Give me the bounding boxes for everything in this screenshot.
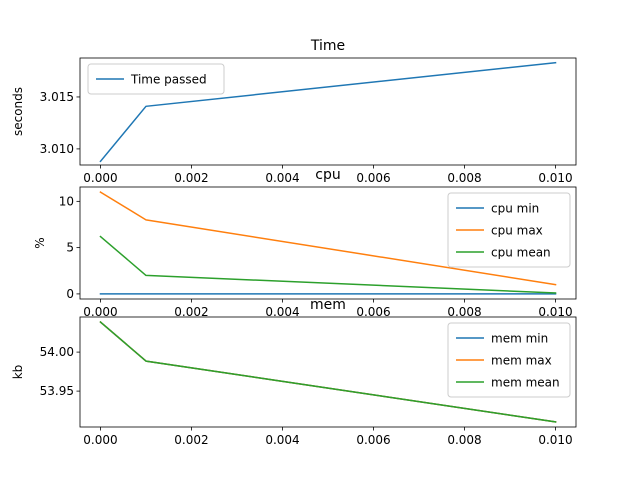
subplot-title: cpu: [315, 167, 340, 183]
x-tick-label: 0.010: [538, 305, 572, 319]
subplot-time: 0.000 0.002 0.004 0.006 0.008 0.010 3.010 3.015…: [11, 38, 577, 185]
x-tick-label: 0.010: [538, 433, 572, 447]
x-tick-label: 0.006: [356, 305, 390, 319]
legend-label: mem mean: [491, 376, 560, 390]
subplot-title: mem: [310, 297, 346, 313]
axes-frame: [79, 186, 577, 300]
series-line-Time-passed: [99, 61, 557, 163]
series-line-cpu-max: [99, 191, 557, 286]
legend-label: cpu mean: [491, 246, 551, 260]
x-tick-label: 0.004: [265, 305, 299, 319]
x-tick-label: 0.002: [174, 433, 208, 447]
x-tick-label: 0.006: [356, 171, 390, 185]
y-tick-label: 3.015: [40, 90, 74, 104]
x-tick-label: 0.002: [174, 171, 208, 185]
y-tick-label: 53.95: [40, 384, 74, 398]
y-axis-label: %: [33, 237, 47, 248]
x-tick-label: 0.000: [83, 171, 117, 185]
legend: Time passed: [87, 63, 225, 95]
y-tick-label: 5: [66, 241, 74, 255]
subplot-title: Time: [310, 38, 345, 54]
subplot-cpu: 0.000 0.002 0.004 0.006 0.008 0.010 0 5 10 cpu% cp…: [33, 167, 577, 319]
x-tick-label: 0.008: [447, 171, 481, 185]
legend-label: mem max: [491, 354, 552, 368]
y-tick-label: 54.00: [40, 345, 74, 359]
axes-frame: [79, 57, 577, 166]
y-tick-label: 3.010: [40, 142, 74, 156]
x-tick-label: 0.004: [265, 171, 299, 185]
legend-frame: [87, 63, 225, 95]
x-tick-label: 0.004: [265, 433, 299, 447]
x-tick-label: 0.000: [83, 305, 117, 319]
series-line-mem-mean: [99, 321, 557, 423]
x-tick-label: 0.010: [538, 171, 572, 185]
y-tick-label: 10: [59, 194, 74, 208]
subplot-mem: 0.000 0.002 0.004 0.006 0.008 0.010 53.95 54.00…: [11, 297, 577, 447]
legend: mem min mem max mem mean: [447, 322, 571, 398]
legend-label: cpu min: [491, 202, 539, 216]
axes-frame: [79, 316, 577, 428]
x-tick-label: 0.002: [174, 305, 208, 319]
y-axis-label: seconds: [11, 87, 25, 136]
x-tick-label: 0.008: [447, 305, 481, 319]
legend-label: mem min: [491, 332, 548, 346]
x-tick-label: 0.008: [447, 433, 481, 447]
x-tick-label: 0.000: [83, 433, 117, 447]
legend-label: Time passed: [130, 73, 207, 87]
legend-frame: [447, 192, 571, 268]
legend: cpu min cpu max cpu mean: [447, 192, 571, 268]
y-axis-label: kb: [11, 365, 25, 380]
y-tick-label: 0: [66, 287, 74, 301]
x-tick-label: 0.006: [356, 433, 390, 447]
legend-frame: [447, 322, 571, 398]
series-line-cpu-mean: [99, 235, 557, 294]
legend-label: cpu max: [491, 224, 543, 238]
